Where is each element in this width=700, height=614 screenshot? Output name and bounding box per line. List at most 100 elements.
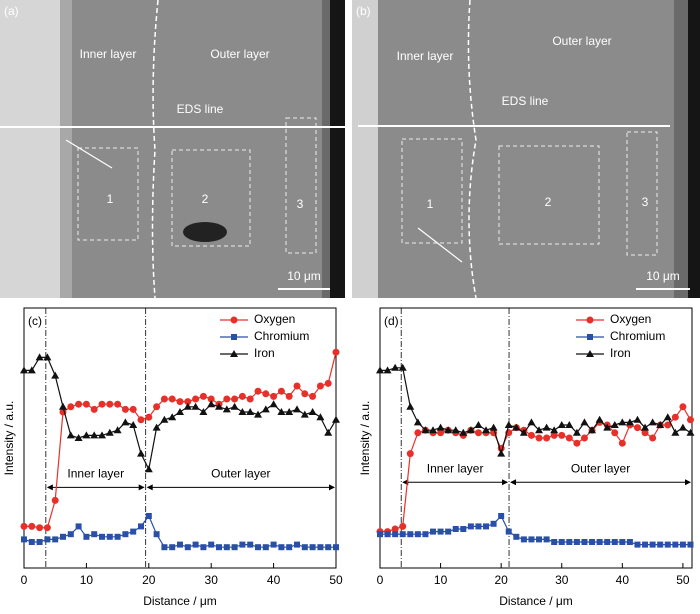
marker <box>377 531 383 538</box>
x-tick-label: 10 <box>80 573 94 587</box>
marker <box>398 363 407 371</box>
marker <box>451 426 460 434</box>
marker <box>216 544 222 551</box>
marker <box>679 403 687 411</box>
region-label: Outer layer <box>571 461 630 475</box>
marker <box>557 421 566 428</box>
marker <box>399 531 406 538</box>
marker <box>595 415 604 423</box>
marker <box>184 398 192 406</box>
marker <box>520 536 527 543</box>
marker <box>98 431 106 439</box>
marker <box>309 392 317 400</box>
marker <box>596 539 603 545</box>
marker <box>294 541 300 548</box>
sem-image-a <box>0 0 345 299</box>
marker <box>513 533 520 540</box>
marker <box>183 402 192 410</box>
marker <box>246 408 255 415</box>
marker <box>246 395 254 403</box>
marker <box>332 348 340 356</box>
marker <box>687 541 694 548</box>
marker <box>184 544 191 551</box>
marker <box>99 533 105 540</box>
marker <box>483 523 490 530</box>
marker <box>300 410 309 418</box>
sem-image-b <box>352 0 700 299</box>
marker <box>207 395 215 403</box>
legend-marker <box>586 316 594 324</box>
marker <box>527 418 536 426</box>
marker <box>75 523 82 530</box>
marker <box>44 536 51 543</box>
marker <box>566 539 573 545</box>
marker <box>222 405 231 413</box>
marker <box>105 428 114 436</box>
marker <box>144 465 153 473</box>
marker <box>543 434 551 442</box>
marker <box>633 415 642 423</box>
marker <box>113 426 122 434</box>
marker <box>406 402 415 410</box>
marker <box>317 544 324 551</box>
marker <box>474 429 482 437</box>
marker <box>51 371 60 379</box>
marker <box>444 426 453 434</box>
marker <box>106 400 114 408</box>
marker <box>309 544 316 551</box>
x-tick-label: 40 <box>616 573 630 587</box>
marker <box>27 366 36 374</box>
marker <box>489 423 498 431</box>
marker <box>634 541 641 548</box>
marker <box>391 525 399 533</box>
marker <box>286 544 293 551</box>
marker <box>114 400 122 408</box>
marker <box>619 539 626 545</box>
x-tick-label: 50 <box>676 573 690 587</box>
marker <box>672 541 679 548</box>
marker <box>122 531 129 538</box>
marker <box>114 533 121 540</box>
legend-marker <box>230 350 238 357</box>
image-label: Inner layer <box>397 49 454 63</box>
image-label: EDS line <box>502 94 549 108</box>
marker <box>277 408 286 415</box>
marker <box>90 405 98 413</box>
marker <box>664 421 672 429</box>
marker <box>527 431 535 439</box>
marker <box>308 408 317 415</box>
marker <box>301 544 308 551</box>
marker <box>626 539 633 545</box>
image-label: EDS line <box>177 102 224 116</box>
marker <box>572 428 581 436</box>
marker <box>573 539 580 545</box>
marker <box>231 544 238 551</box>
arrow-head <box>685 479 691 486</box>
marker <box>671 428 680 436</box>
marker <box>536 536 543 543</box>
image-label: 2 <box>545 195 552 209</box>
marker <box>504 421 513 428</box>
marker <box>137 449 145 457</box>
marker <box>168 395 176 403</box>
marker <box>52 536 59 543</box>
marker <box>82 400 90 408</box>
marker <box>199 392 207 400</box>
series-line <box>24 352 337 529</box>
marker <box>482 426 491 434</box>
x-tick-label: 30 <box>555 573 569 587</box>
marker <box>633 424 641 432</box>
image-label: 10 μm <box>287 269 321 283</box>
marker <box>642 541 649 548</box>
x-tick-label: 20 <box>142 573 156 587</box>
marker <box>153 403 161 411</box>
marker <box>437 528 444 535</box>
marker <box>657 541 664 548</box>
x-tick-label: 50 <box>329 573 343 587</box>
y-axis-label: Intensity / a.u. <box>358 401 372 476</box>
marker <box>649 541 656 548</box>
marker <box>551 539 558 545</box>
marker <box>384 531 391 538</box>
marker <box>565 421 574 428</box>
marker <box>21 536 27 543</box>
